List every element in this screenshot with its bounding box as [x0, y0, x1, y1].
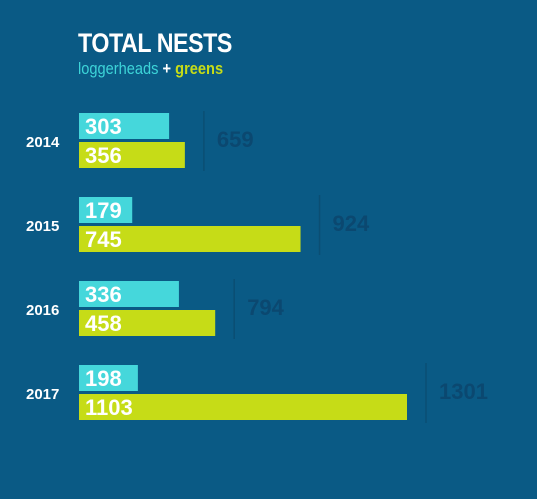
year-label: 2015 — [26, 218, 59, 235]
total-label: 924 — [333, 211, 370, 236]
total-label: 794 — [247, 295, 284, 320]
bar-value-label: 179 — [85, 198, 122, 223]
subtitle-greens: greens — [175, 59, 224, 78]
bar-greens — [79, 142, 185, 168]
bar-loggerheads — [79, 365, 138, 391]
bar-greens — [79, 226, 301, 252]
bar-value-label: 356 — [85, 143, 122, 168]
chart-subtitle: loggerheads + greens — [78, 59, 223, 79]
bar-greens — [79, 394, 407, 420]
subtitle-plus: + — [162, 59, 172, 78]
bar-value-label: 336 — [85, 282, 122, 307]
bar-loggerheads — [79, 113, 170, 139]
year-label: 2016 — [26, 302, 59, 319]
year-label: 2014 — [26, 134, 60, 151]
chart-title: TOTAL NESTS — [78, 28, 232, 58]
bar-value-label: 745 — [85, 227, 122, 252]
bar-value-label: 458 — [85, 311, 122, 336]
subtitle-loggerheads: loggerheads — [78, 59, 159, 78]
bar-loggerheads — [79, 281, 179, 307]
bar-loggerheads — [79, 197, 133, 223]
year-label: 2017 — [26, 386, 59, 403]
bar-value-label: 198 — [85, 366, 122, 391]
bar-greens — [79, 310, 216, 336]
bar-value-label: 1103 — [85, 395, 133, 420]
total-label: 1301 — [439, 379, 488, 404]
bar-value-label: 303 — [85, 114, 122, 139]
total-label: 659 — [217, 127, 254, 152]
